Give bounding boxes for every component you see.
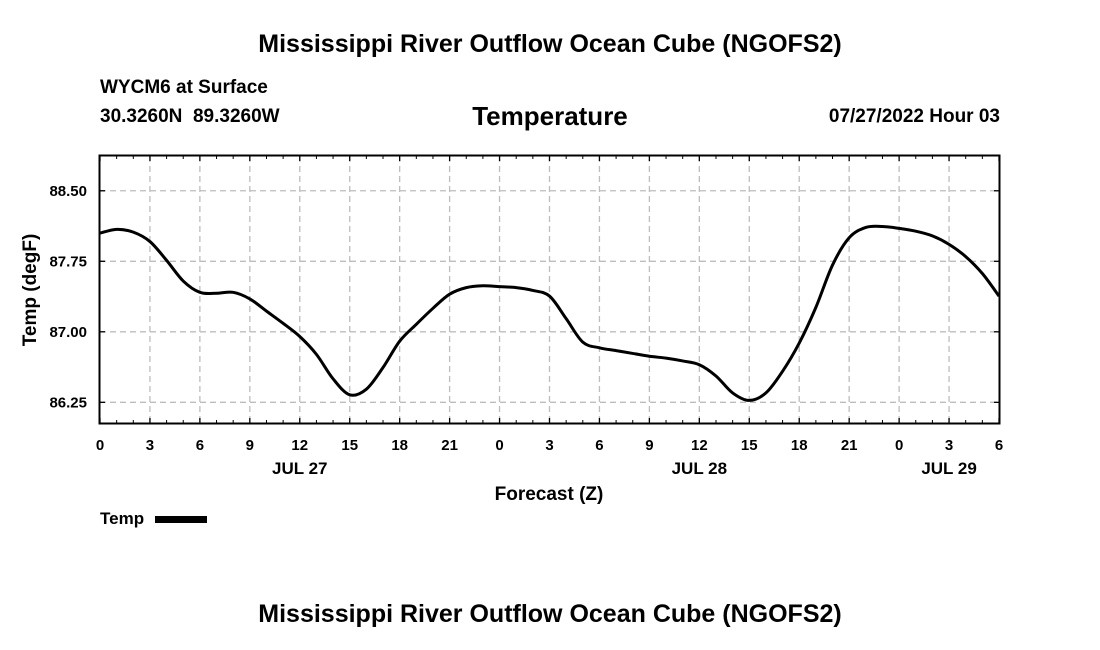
station-name: WYCM6 at Surface <box>100 77 268 98</box>
series-layer <box>99 224 1001 402</box>
date-label: JUL 27 <box>272 459 327 478</box>
axis-labels: 0 3 6 9 12 15 18 21 0 3 6 9 12 15 18 21 0 3 6 JUL 27 JUL 28 J… <box>49 183 1003 478</box>
x-tick-label: 6 <box>196 437 204 454</box>
station-latitude: 30.3260N <box>100 106 183 127</box>
x-tick-label: 6 <box>995 437 1003 454</box>
main-title: Mississippi River Outflow Ocean Cube (NG… <box>258 30 842 58</box>
x-tick-label: 0 <box>495 437 503 454</box>
x-tick-label: 21 <box>841 437 858 454</box>
y-tick-label: 86.25 <box>49 394 87 411</box>
station-longitude: 89.3260W <box>192 106 280 127</box>
x-tick-label: 3 <box>545 437 553 454</box>
x-tick-label: 18 <box>391 437 408 454</box>
x-tick-label: 0 <box>96 437 104 454</box>
x-tick-label: 18 <box>791 437 808 454</box>
x-tick-label: 3 <box>146 437 154 454</box>
y-axis-label: Temp (degF) <box>20 234 41 347</box>
x-tick-label: 12 <box>691 437 708 454</box>
legend: Temp <box>100 509 207 529</box>
y-tick-label: 87.75 <box>49 253 87 270</box>
x-tick-label: 15 <box>741 437 758 454</box>
x-tick-label: 9 <box>645 437 653 454</box>
y-tick-label: 87.00 <box>49 324 87 341</box>
x-tick-label: 9 <box>246 437 254 454</box>
station-coordinates: 30.3260N 89.3260W <box>100 106 280 128</box>
legend-swatch <box>154 516 207 524</box>
x-tick-label: 3 <box>945 437 953 454</box>
x-tick-label: 12 <box>291 437 308 454</box>
grid-lines <box>100 156 999 423</box>
forecast-timestamp: 07/27/2022 Hour 03 <box>828 106 1000 127</box>
x-tick-label: 0 <box>895 437 903 454</box>
y-tick-label: 88.50 <box>49 183 87 200</box>
date-label: JUL 29 <box>921 459 976 478</box>
x-axis-label: Forecast (Z) <box>495 484 604 505</box>
footer-title: Mississippi River Outflow Ocean Cube (NG… <box>258 600 842 628</box>
date-label: JUL 28 <box>672 459 727 478</box>
x-tick-label: 15 <box>341 437 358 454</box>
series-line-temp <box>99 224 1001 402</box>
x-tick-label: 21 <box>441 437 458 454</box>
x-tick-label: 6 <box>595 437 603 454</box>
legend-label: Temp <box>100 509 145 528</box>
plot-frame <box>98 154 1001 425</box>
chart-title: Temperature <box>472 101 628 131</box>
